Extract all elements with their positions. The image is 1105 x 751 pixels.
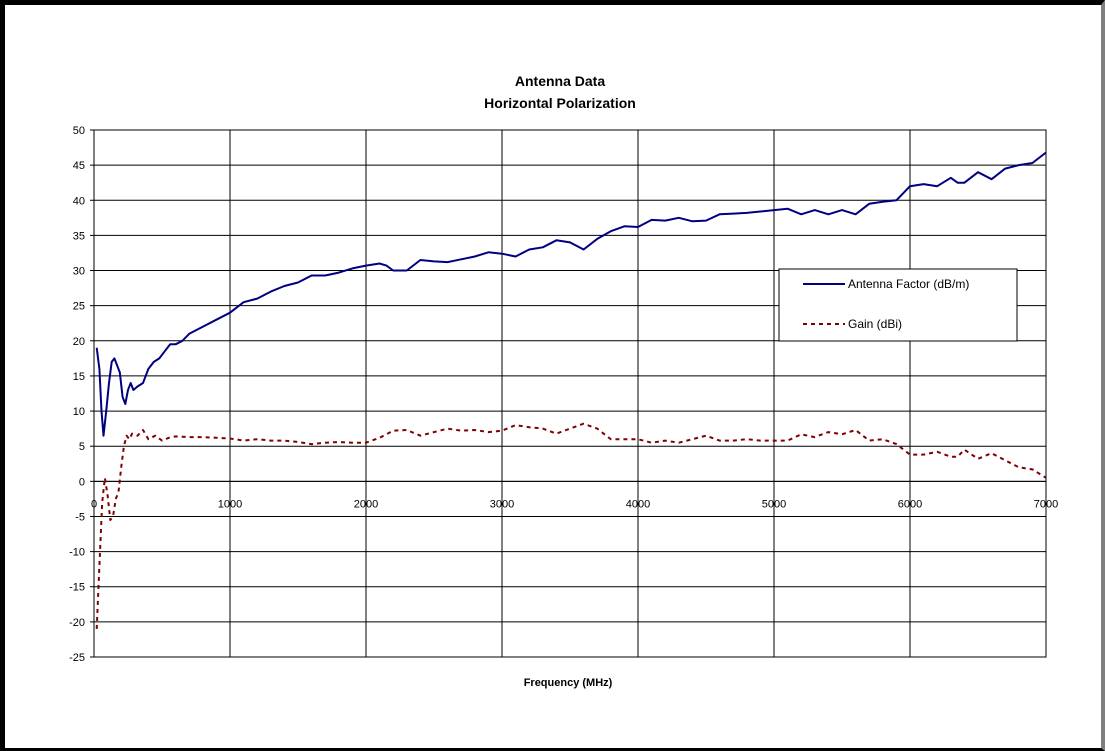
y-tick-label: -10 <box>69 547 85 559</box>
y-tick-label: 10 <box>73 406 85 418</box>
chart-subtitle: Horizontal Polarization <box>484 95 636 111</box>
x-tick-label: 4000 <box>626 498 650 510</box>
y-tick-label: -25 <box>69 652 85 664</box>
x-axis-title: Frequency (MHz) <box>524 677 613 689</box>
x-tick-label: 6000 <box>898 498 922 510</box>
x-tick-label: 1000 <box>218 498 242 510</box>
series-line-antenna-factor <box>95 151 1047 437</box>
legend-label-gain: Gain (dBi) <box>848 317 902 331</box>
y-tick-label: 20 <box>73 336 85 348</box>
y-tick-label: -15 <box>69 582 85 594</box>
y-tick-label: 40 <box>73 195 85 207</box>
y-tick-label: 25 <box>73 301 85 313</box>
y-tick-label: 35 <box>73 230 85 242</box>
chart-title: Antenna Data <box>515 73 605 89</box>
y-tick-label: 45 <box>73 160 85 172</box>
legend-box <box>778 268 1018 342</box>
y-tick-label: 0 <box>79 476 85 488</box>
x-tick-label: 3000 <box>490 498 514 510</box>
y-tick-label: 5 <box>79 441 85 453</box>
y-tick-label: -20 <box>69 617 85 629</box>
x-tick-label: 2000 <box>354 498 378 510</box>
y-tick-label: 15 <box>73 371 85 383</box>
series-line-gain <box>95 422 1047 629</box>
y-tick-label: 50 <box>73 125 85 137</box>
plot-area <box>93 129 1047 658</box>
axis-ticks: -25 -20 -15 -10 -5 0 5 10 15 20 25 30 35 40 45 50 0 1000 2… <box>69 125 1058 664</box>
x-tick-label: 0 <box>91 498 97 510</box>
y-tick-label: -5 <box>75 511 85 523</box>
series-layer <box>95 151 1047 629</box>
x-tick-label: 5000 <box>762 498 786 510</box>
grid-lines <box>93 129 1047 658</box>
legend: Antenna Factor (dB/m) Gain (dBi) <box>778 268 1018 342</box>
legend-label-antenna-factor: Antenna Factor (dB/m) <box>848 277 969 291</box>
x-tick-label: 7000 <box>1034 498 1058 510</box>
y-tick-label: 30 <box>73 266 85 278</box>
